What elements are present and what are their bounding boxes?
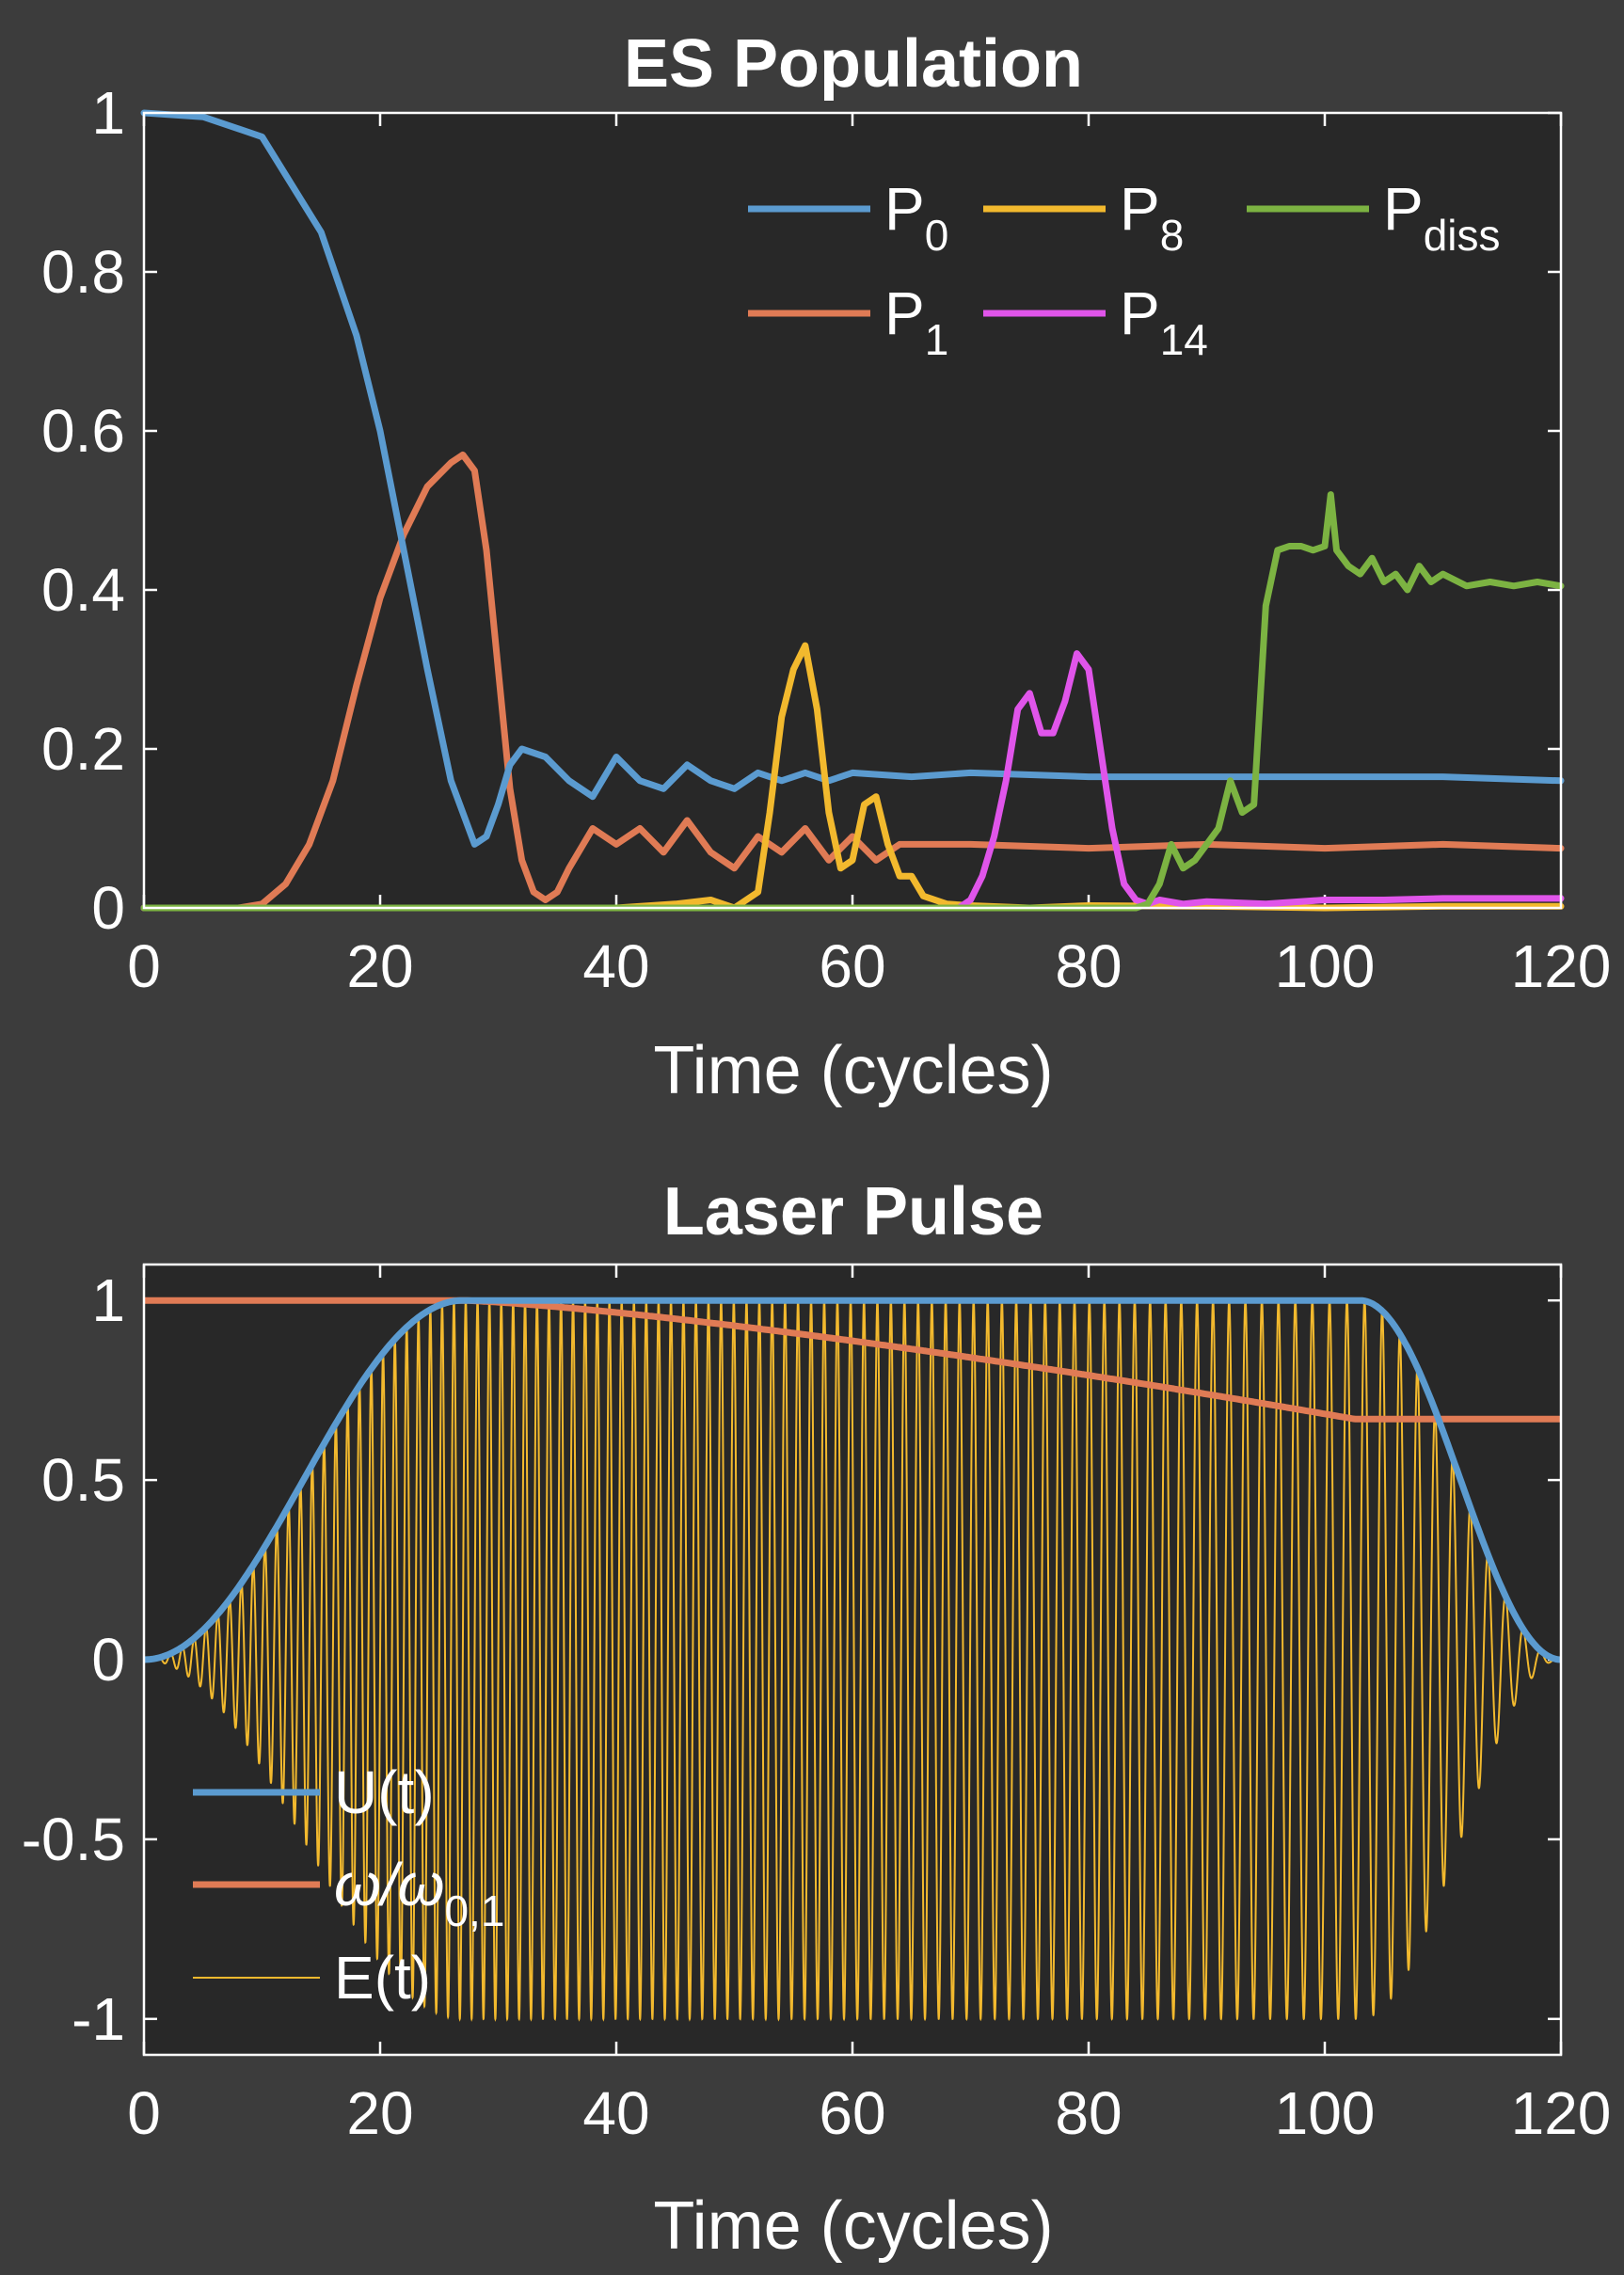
chart2-x-tick-label: 20 bbox=[346, 2079, 413, 2147]
legend-label-sub: 8 bbox=[1160, 211, 1185, 260]
legend-label-name: P bbox=[884, 175, 925, 243]
chart1-y-tick-label: 0.4 bbox=[41, 556, 125, 624]
chart2-x-tick-label: 0 bbox=[127, 2079, 161, 2147]
chart2-x-tick-label: 40 bbox=[582, 2079, 649, 2147]
chart2-y-tick-labels: -1 -0.5 0 0.5 1 bbox=[22, 1266, 125, 2053]
series-line-p1 bbox=[140, 451, 1565, 912]
legend-label-sub: 14 bbox=[1160, 315, 1208, 364]
legend-label-2: E(t) bbox=[334, 1944, 431, 2012]
chart2-y-tick-label: 0 bbox=[91, 1626, 125, 1694]
chart1-y-tick-label: 0.8 bbox=[41, 238, 125, 306]
series-line-omega bbox=[143, 1297, 1562, 1423]
chart1-plot-area bbox=[144, 113, 1561, 908]
chart1-x-tick-label: 0 bbox=[127, 932, 161, 1000]
chart1-x-tick-label: 80 bbox=[1055, 932, 1122, 1000]
chart2-legend: U(t) ω/ω0,1 E(t) bbox=[193, 1758, 504, 2012]
series-line-p14 bbox=[140, 650, 1565, 912]
legend-label-name: P bbox=[1383, 175, 1424, 243]
chart2-y-tick-label: 1 bbox=[91, 1266, 125, 1334]
chart1-x-tick-label: 100 bbox=[1275, 932, 1376, 1000]
chart2-x-axis-label: Time (cycles) bbox=[653, 2188, 1053, 2264]
series-line-p0 bbox=[140, 109, 1565, 848]
chart1-x-tick-label: 60 bbox=[819, 932, 885, 1000]
legend-label-1: ω/ω0,1 bbox=[334, 1851, 504, 1935]
series-line-u bbox=[143, 1297, 1562, 1663]
chart2-x-tick-label: 80 bbox=[1055, 2079, 1122, 2147]
chart2-frame bbox=[142, 1263, 1563, 2057]
legend-label-p14: P14 bbox=[1120, 279, 1208, 364]
legend-label-name: E(t) bbox=[334, 1944, 431, 2012]
legend-label-p1: P1 bbox=[884, 279, 948, 364]
legend-label-pdiss: Pdiss bbox=[1383, 175, 1501, 260]
legend-label-name: P bbox=[884, 279, 925, 347]
chart2-y-tick-label: -1 bbox=[72, 1985, 125, 2053]
chart1-x-tick-labels: 0 20 40 60 80 100 120 bbox=[127, 932, 1611, 1000]
legend-label-name: P bbox=[1120, 175, 1160, 243]
chart1-y-tick-label: 0.2 bbox=[41, 715, 125, 783]
legend-label-name: P bbox=[1120, 279, 1160, 347]
legend-label-name: U(t) bbox=[334, 1758, 435, 1826]
chart2-x-tick-label: 120 bbox=[1511, 2079, 1612, 2147]
chart1-x-tick-label: 20 bbox=[346, 932, 413, 1000]
chart1-frame bbox=[142, 111, 1563, 910]
chart1-y-tick-label: 0.6 bbox=[41, 397, 125, 465]
legend-label-sub: 0,1 bbox=[444, 1886, 504, 1935]
legend-label-0: U(t) bbox=[334, 1758, 435, 1826]
legend-label-p8: P8 bbox=[1120, 175, 1184, 260]
chart1-y-tick-label: 0 bbox=[91, 874, 125, 942]
chart1-x-tick-label: 120 bbox=[1511, 932, 1612, 1000]
chart1-x-axis-label: Time (cycles) bbox=[653, 1033, 1053, 1108]
legend-label-sub: 1 bbox=[925, 315, 949, 364]
chart2-y-tick-label: 0.5 bbox=[41, 1446, 125, 1514]
chart1-title: ES Population bbox=[624, 26, 1083, 102]
chart1-y-tick-label: 1 bbox=[91, 79, 125, 147]
chart2-x-tick-label: 100 bbox=[1275, 2079, 1376, 2147]
legend-label-p0: P0 bbox=[884, 175, 948, 260]
series-line-e bbox=[144, 1297, 1561, 2022]
legend-label-sub: diss bbox=[1424, 211, 1501, 260]
legend-label-name: ω/ω bbox=[334, 1851, 444, 1918]
legend-label-sub: 0 bbox=[925, 211, 949, 260]
laser-pulse-chart: Laser Pulse 0 20 40 60 80 100 120 -1-0.500.51 … bbox=[22, 1174, 1612, 2264]
chart1-y-tick-labels: 0 0.2 0.4 0.6 0.8 1 bbox=[41, 79, 125, 942]
chart2-x-tick-label: 60 bbox=[819, 2079, 885, 2147]
series-line-pdiss bbox=[140, 491, 1565, 912]
chart2-title: Laser Pulse bbox=[663, 1174, 1043, 1249]
chart1-x-tick-label: 40 bbox=[582, 932, 649, 1000]
chart2-x-tick-labels: 0 20 40 60 80 100 120 bbox=[127, 2079, 1611, 2147]
chart2-y-tick-label: -0.5 bbox=[22, 1806, 125, 1873]
es-population-chart: ES Population 0 20 40 60 80 100 120 00.20.40.6… bbox=[41, 26, 1611, 1108]
chart2-series bbox=[143, 1297, 1562, 2022]
